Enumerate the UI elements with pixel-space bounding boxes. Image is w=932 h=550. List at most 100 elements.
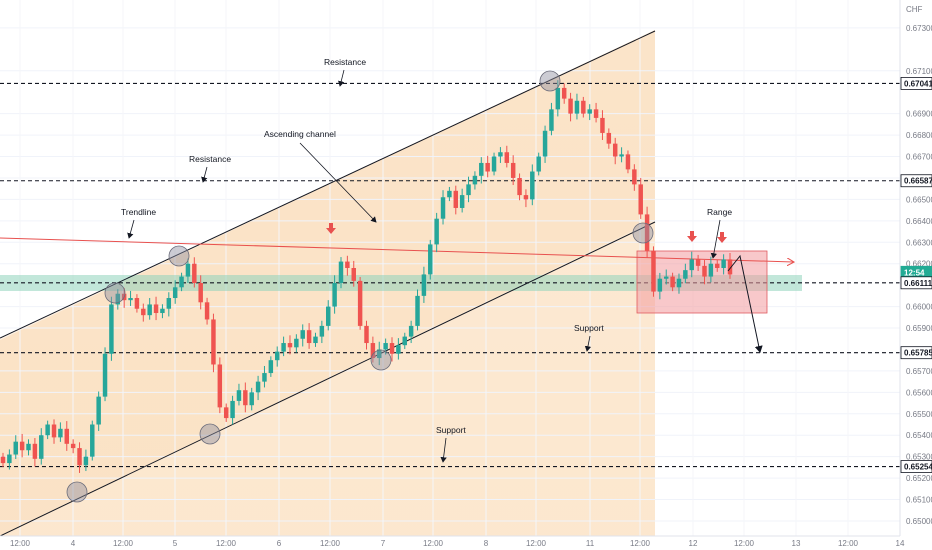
projection-path[interactable] bbox=[727, 254, 763, 353]
candle-body bbox=[421, 274, 427, 296]
candle-body bbox=[683, 270, 688, 279]
candle-body bbox=[676, 278, 682, 288]
candle-body bbox=[383, 343, 388, 350]
candle-body bbox=[351, 268, 356, 281]
candle-body bbox=[510, 162, 516, 178]
candle-body bbox=[625, 154, 631, 170]
candle-body bbox=[491, 156, 497, 172]
candle-body bbox=[287, 343, 293, 348]
candle-body bbox=[51, 424, 57, 438]
candlestick-series bbox=[0, 80, 733, 473]
candle-body bbox=[357, 280, 363, 326]
candle-body bbox=[83, 456, 89, 466]
channel-lower-line[interactable] bbox=[0, 221, 656, 537]
touch-circle bbox=[66, 481, 88, 503]
annotation-support-lower: Support bbox=[436, 425, 466, 435]
candle-body bbox=[651, 250, 656, 292]
annotation-pointer bbox=[338, 69, 345, 87]
candle-body bbox=[326, 306, 331, 326]
candle-body bbox=[453, 190, 459, 208]
price-tick-labels: 0.673000.671000.669000.668000.667000.666… bbox=[906, 24, 932, 526]
channel-upper-line[interactable] bbox=[0, 30, 656, 339]
candle-body bbox=[447, 190, 452, 198]
candle-body bbox=[619, 154, 624, 157]
candle-body bbox=[236, 390, 242, 401]
annotation-pointer bbox=[299, 142, 377, 223]
horizontal-levels bbox=[0, 82, 900, 468]
candle-body bbox=[115, 293, 121, 305]
candle-body bbox=[166, 298, 172, 309]
touch-circle bbox=[370, 349, 392, 371]
candle-body bbox=[223, 407, 229, 419]
candle-body bbox=[332, 283, 337, 307]
annotation-pointer bbox=[440, 437, 447, 463]
candle-body bbox=[715, 263, 720, 268]
down-arrow-icon bbox=[326, 223, 336, 234]
price-badge-label: 0.65254 bbox=[904, 463, 932, 472]
candle-body bbox=[606, 132, 612, 144]
candle-body bbox=[300, 330, 305, 339]
annotation-support-upper: Support bbox=[574, 323, 604, 333]
candle-body bbox=[179, 276, 184, 288]
candle-body bbox=[70, 443, 76, 449]
time-axis[interactable] bbox=[0, 536, 932, 550]
annotation-trendline: Trendline bbox=[121, 207, 156, 217]
candle-body bbox=[408, 325, 414, 337]
candle-body bbox=[536, 156, 541, 172]
touch-circle bbox=[104, 282, 126, 304]
time-tick-labels: 12:00 4 12:00 5 12:00 6 12:00 7 12:00 8 12:00 11 12:… bbox=[10, 539, 905, 548]
annotation-range: Range bbox=[707, 207, 732, 217]
candle-body bbox=[0, 456, 6, 464]
candle-body bbox=[498, 152, 503, 157]
time-tick-label: 6 bbox=[277, 539, 282, 548]
candle-body bbox=[727, 259, 733, 275]
candle-body bbox=[192, 263, 197, 284]
annotations: Resistance Resistance Ascending channel … bbox=[121, 57, 732, 463]
touch-circle bbox=[168, 245, 190, 267]
annotation-resistance-lower: Resistance bbox=[189, 154, 231, 164]
candle-body bbox=[549, 109, 554, 131]
candle-body bbox=[26, 443, 31, 451]
candle-body bbox=[721, 259, 726, 268]
candle-body bbox=[555, 87, 561, 110]
candle-body bbox=[638, 184, 643, 215]
candle-body bbox=[370, 343, 376, 359]
candle-body bbox=[472, 175, 478, 185]
candle-body bbox=[281, 343, 286, 352]
candle-body bbox=[255, 381, 261, 393]
annotation-pointer bbox=[710, 219, 721, 259]
candle-body bbox=[517, 177, 522, 196]
candle-body bbox=[523, 195, 529, 200]
candle-body bbox=[185, 263, 191, 277]
candle-body bbox=[319, 325, 325, 337]
time-tick-label: 12:00 bbox=[630, 539, 651, 548]
candle-body bbox=[504, 152, 510, 163]
touch-circles bbox=[66, 70, 654, 503]
candle-body bbox=[657, 278, 663, 292]
price-badge-label: 0.66111 bbox=[904, 279, 932, 288]
red-trendline[interactable] bbox=[0, 237, 793, 262]
time-tick-label: 12:00 bbox=[113, 539, 134, 548]
time-tick-label: 12:00 bbox=[838, 539, 859, 548]
candle-body bbox=[7, 454, 12, 464]
candle-body bbox=[434, 218, 439, 245]
candle-body bbox=[109, 304, 114, 354]
candle-body bbox=[338, 261, 344, 284]
candle-body bbox=[274, 351, 280, 361]
annotation-pointer bbox=[584, 335, 592, 352]
price-badge bbox=[900, 276, 932, 290]
time-tick-label: 12:00 bbox=[216, 539, 237, 548]
candle-body bbox=[64, 428, 70, 444]
candle-body bbox=[587, 109, 592, 114]
candle-body bbox=[96, 396, 101, 425]
